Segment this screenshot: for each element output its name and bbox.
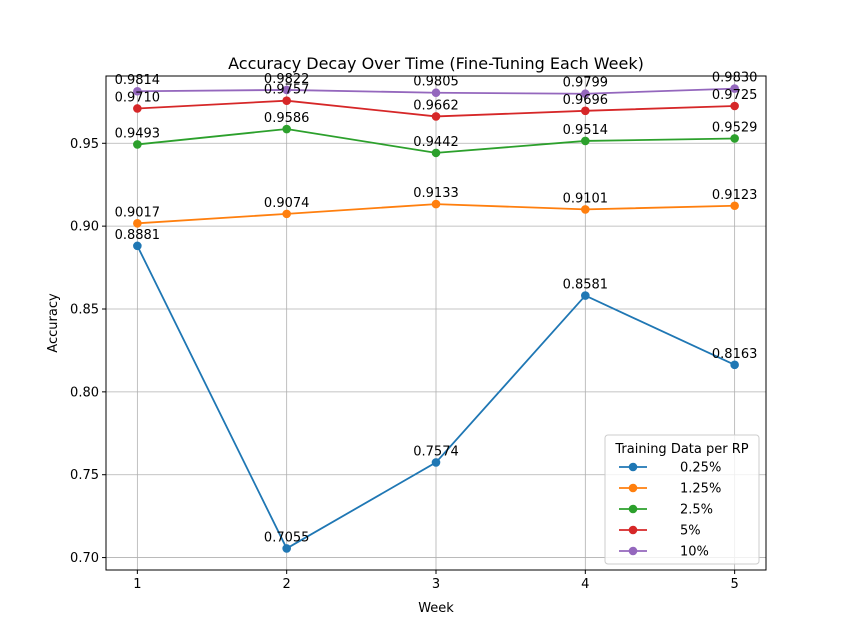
y-tick-label-0: 0.70	[70, 551, 99, 566]
data-point-2-4	[730, 134, 739, 143]
data-label-2-2: 0.9442	[413, 135, 459, 150]
data-point-1-1	[282, 209, 291, 219]
axis-ticks: 1 2 3 4 5 0.70 0.75 0.80 0.85 0.90 0.95	[70, 137, 739, 592]
data-point-3-4	[730, 101, 739, 111]
y-tick-label-5: 0.95	[70, 137, 99, 152]
x-axis-label: Week	[418, 601, 454, 616]
data-point-4-1	[282, 85, 291, 95]
data-label-3-1: 0.9757	[264, 83, 310, 98]
x-tick-label-0: 1	[133, 577, 141, 592]
legend-items: 0.25% 1.25% 2.5% 5% 10%	[619, 461, 721, 560]
x-tick-label-1: 2	[283, 577, 291, 592]
data-point-0-3	[581, 291, 590, 300]
x-tick-label-2: 3	[432, 577, 440, 592]
data-point-4-2	[431, 88, 441, 98]
data-labels: 0.8881 0.7055 0.7574 0.8581 0.8163 0.9017 0.90…	[115, 71, 758, 546]
series-lines	[133, 84, 739, 553]
data-point-1-2	[431, 199, 441, 209]
data-point-4-0	[133, 86, 142, 96]
legend-title: Training Data per RP	[614, 442, 748, 457]
legend-label-3: 5%	[680, 524, 701, 539]
data-point-3-1	[282, 96, 291, 105]
legend-label-4: 10%	[680, 545, 709, 560]
data-label-3-2: 0.9662	[413, 98, 459, 113]
legend-marker-0	[628, 462, 638, 472]
data-point-1-3	[581, 205, 590, 214]
data-point-2-2	[431, 148, 441, 158]
y-tick-label-4: 0.90	[70, 220, 99, 235]
grid	[106, 76, 766, 570]
chart-title: Accuracy Decay Over Time (Fine-Tuning Ea…	[228, 54, 644, 73]
data-label-2-1: 0.9586	[264, 111, 310, 126]
data-label-0-1: 0.7055	[264, 530, 310, 545]
data-point-3-3	[581, 106, 590, 116]
legend-label-0: 0.25%	[680, 461, 721, 476]
y-tick-label-2: 0.80	[70, 385, 99, 400]
data-label-1-1: 0.9074	[264, 196, 310, 211]
data-label-0-2: 0.7574	[413, 444, 459, 459]
data-label-1-4: 0.9123	[712, 188, 758, 203]
legend-label-2: 2.5%	[680, 503, 713, 518]
data-label-2-3: 0.9514	[563, 123, 609, 138]
legend: Training Data per RP 0.25% 1.25% 2.5% 5% 10%	[604, 434, 760, 565]
data-label-3-3: 0.9696	[563, 93, 609, 108]
data-label-4-0: 0.9814	[115, 73, 161, 88]
data-label-0-3: 0.8581	[563, 278, 609, 293]
data-point-3-0	[133, 104, 142, 113]
data-point-2-1	[282, 124, 291, 134]
data-point-2-0	[133, 140, 142, 149]
data-point-3-2	[431, 112, 441, 121]
data-point-0-2	[431, 458, 441, 467]
y-tick-label-3: 0.85	[70, 302, 99, 317]
data-label-1-2: 0.9133	[413, 186, 459, 201]
y-axis-label: Accuracy	[46, 293, 61, 353]
data-point-0-0	[133, 241, 142, 251]
data-label-4-2: 0.9805	[413, 75, 459, 90]
legend-marker-3	[628, 525, 638, 535]
data-label-3-0: 0.9710	[115, 90, 161, 105]
legend-label-1: 1.25%	[680, 482, 721, 497]
data-point-0-4	[730, 360, 739, 370]
data-label-4-3: 0.9799	[563, 76, 609, 91]
legend-marker-4	[628, 546, 638, 556]
legend-marker-2	[628, 504, 638, 514]
data-point-1-4	[730, 201, 739, 211]
x-tick-label-3: 4	[581, 577, 589, 592]
data-point-0-1	[282, 544, 291, 553]
data-label-1-3: 0.9101	[563, 191, 609, 206]
data-point-1-0	[133, 219, 142, 228]
data-label-2-0: 0.9493	[115, 126, 161, 141]
x-tick-label-4: 5	[731, 577, 739, 592]
data-label-0-4: 0.8163	[712, 347, 758, 362]
legend-marker-1	[628, 483, 638, 493]
data-point-4-3	[581, 89, 590, 99]
y-tick-label-1: 0.75	[70, 468, 99, 483]
data-label-4-1: 0.9822	[264, 72, 310, 87]
data-label-3-4: 0.9725	[712, 88, 758, 103]
data-point-4-4	[730, 84, 739, 93]
data-label-2-4: 0.9529	[712, 120, 758, 135]
data-point-2-3	[581, 136, 590, 146]
data-label-0-0: 0.8881	[115, 228, 161, 243]
data-label-4-4: 0.9830	[712, 71, 758, 86]
data-label-1-0: 0.9017	[115, 205, 161, 220]
